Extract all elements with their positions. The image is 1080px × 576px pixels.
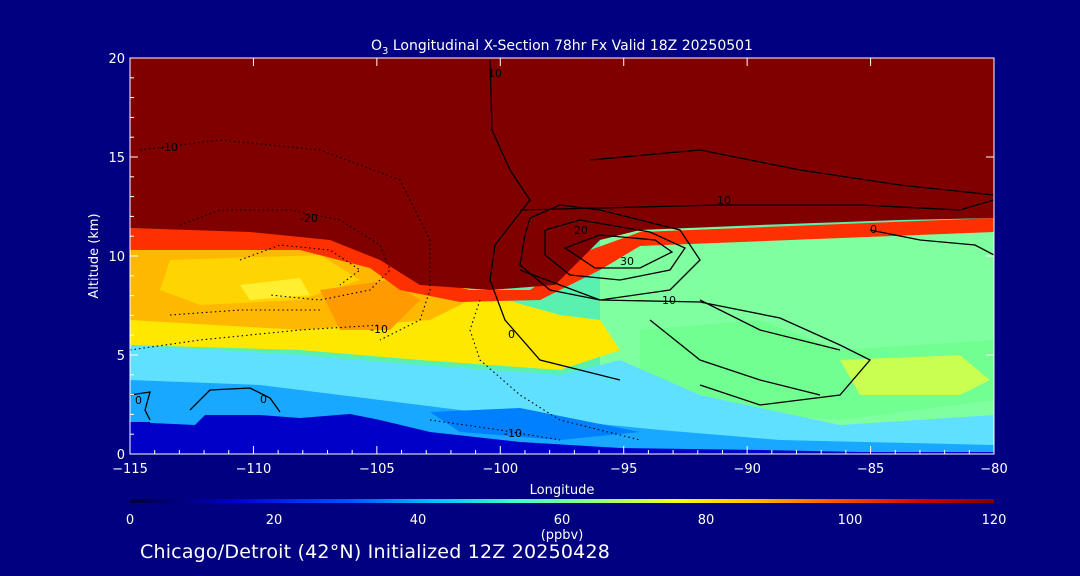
contour-neg-dotted-2 — [429, 419, 561, 441]
y-tick-label: 20 — [108, 52, 125, 67]
field-west-yellow-core — [160, 255, 360, 305]
y-tick-label: 0 — [117, 448, 125, 463]
x-tick-label: −110 — [236, 462, 272, 477]
x-tick-label: −95 — [610, 462, 637, 477]
field-boundary-darkblue — [430, 408, 640, 440]
field-stratosphere — [130, 58, 994, 290]
field-red-fringe — [130, 218, 994, 302]
contour-label: 0 — [260, 393, 267, 406]
contour-5 — [649, 319, 821, 396]
x-axis-label: Longitude — [530, 483, 595, 498]
contour-10-upper — [519, 199, 994, 211]
colorbar-label: (ppbv) — [541, 528, 584, 543]
contour-20 — [544, 219, 686, 281]
contour-label: 10 — [662, 294, 676, 307]
x-tick-label: −115 — [112, 462, 148, 477]
contour-label: 30 — [620, 255, 634, 268]
contour-east — [869, 229, 994, 256]
y-tick-label: 10 — [108, 250, 125, 265]
colorbar-tick-label: 80 — [698, 513, 715, 528]
colorbar-tick-label: 120 — [982, 513, 1007, 528]
contour-label: 0 — [135, 394, 142, 407]
contour-label: 20 — [574, 224, 588, 237]
contour-label: -10 — [160, 141, 178, 154]
x-axis: −115 −110 −105 −100 −95 −90 −85 −80 — [112, 58, 1008, 477]
terrain-west-edge — [130, 422, 150, 454]
chart-title: O3 Longitudinal X-Section 78hr Fx Valid … — [371, 38, 753, 57]
contour-0-west — [189, 387, 281, 413]
footer-caption: Chicago/Detroit (42°N) Initialized 12Z 2… — [140, 541, 611, 563]
x-tick-label: −90 — [733, 462, 760, 477]
colorbar — [130, 499, 994, 503]
contour-zero-main — [489, 59, 621, 381]
field-west-yellow-spot — [240, 278, 310, 300]
colorbar-ticks: 0 20 40 60 80 100 120 — [126, 513, 1007, 528]
x-tick-label: −100 — [482, 462, 518, 477]
contour-neg10-upper — [139, 139, 431, 341]
contour-label: 10 — [717, 194, 731, 207]
x-tick-label: −80 — [980, 462, 1007, 477]
x-tick-label: −85 — [857, 462, 884, 477]
field-east-yellowgreen — [840, 355, 990, 395]
contour-10-lower — [519, 269, 872, 406]
contour-10-mid — [699, 299, 841, 351]
colorbar-tick-label: 60 — [554, 513, 571, 528]
contour-label: 0 — [508, 328, 515, 341]
colorbar-tick-label: 40 — [410, 513, 427, 528]
contour-30 — [563, 234, 674, 269]
y-axis: 0 5 10 15 20 — [108, 52, 994, 463]
contour-label: -20 — [300, 212, 318, 225]
solid-contours — [130, 59, 994, 421]
field-west-darkorange — [320, 280, 420, 330]
contour-west-edge — [130, 391, 151, 421]
ozone-field — [130, 58, 994, 454]
terrain — [130, 414, 994, 454]
colorbar-tick-label: 20 — [266, 513, 283, 528]
y-axis-label: Altitude (km) — [87, 213, 102, 298]
contour-label-group: -10 -20 -10 0 0 0 30 20 10 10 10 0 -10 — [135, 67, 877, 440]
x-tick-label: −105 — [359, 462, 395, 477]
colorbar-tick-label: 100 — [838, 513, 863, 528]
contour-label: -10 — [504, 427, 522, 440]
colorbar-tick-label: 0 — [126, 513, 134, 528]
contour-neg20-inner — [239, 244, 361, 286]
y-tick-label: 15 — [108, 151, 125, 166]
contour-neg10-mid — [169, 309, 320, 316]
dotted-contours — [130, 139, 641, 441]
contour-label: 0 — [870, 223, 877, 236]
contour-0-upper — [589, 149, 994, 196]
y-tick-label: 5 — [117, 349, 125, 364]
contour-label: -10 — [370, 323, 388, 336]
contour-label: 10 — [488, 67, 502, 80]
